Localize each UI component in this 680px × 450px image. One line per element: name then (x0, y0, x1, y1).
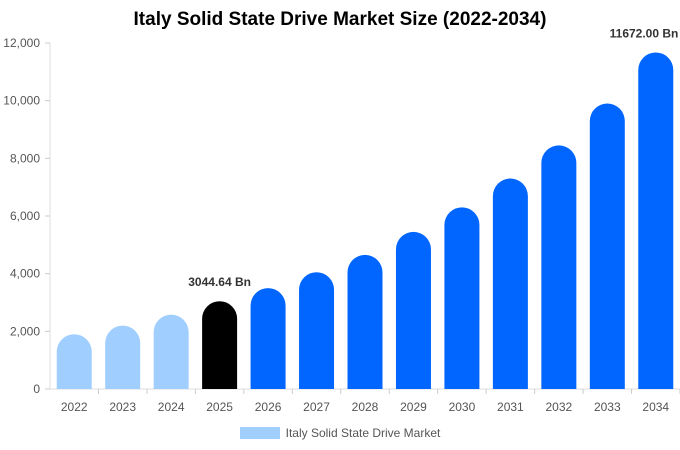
bar-2028 (347, 254, 383, 389)
bar-2023 (105, 325, 141, 389)
x-tick-label: 2028 (352, 400, 379, 414)
bar-2029 (395, 231, 431, 389)
bar-series (56, 52, 674, 390)
y-tick-label: 4,000 (10, 267, 40, 281)
x-tick-label: 2032 (545, 400, 572, 414)
x-tick-label: 2024 (158, 400, 185, 414)
bar-2034 (638, 52, 674, 389)
x-tick-label: 2034 (642, 400, 669, 414)
data-label-2025: 3044.64 Bn (188, 275, 251, 289)
chart-title: Italy Solid State Drive Market Size (202… (133, 9, 547, 30)
legend-label: Italy Solid State Drive Market (285, 426, 441, 440)
bar-chart: 0 2,000 4,000 6,000 8,000 10,000 12,000 2022 202… (3, 26, 680, 414)
data-label-2034: 11672.00 Bn (610, 26, 679, 40)
y-tick-label: 8,000 (10, 151, 40, 165)
y-tick-label: 12,000 (3, 36, 40, 50)
bar-2022 (56, 334, 92, 389)
x-tick-label: 2023 (109, 400, 136, 414)
bar-2024 (153, 314, 189, 389)
x-tick-label: 2027 (303, 400, 330, 414)
legend-swatch (239, 427, 280, 439)
x-tick-label: 2025 (206, 400, 233, 414)
bar-2030 (444, 207, 480, 389)
y-tick-label: 2,000 (10, 324, 40, 338)
y-tick-label: 6,000 (10, 209, 40, 223)
bar-2027 (299, 272, 335, 389)
bar-2033 (589, 103, 625, 390)
x-tick-label: 2031 (497, 400, 524, 414)
chart-axes: 0 2,000 4,000 6,000 8,000 10,000 12,000 2022 202… (3, 36, 680, 414)
bar-2026 (250, 288, 286, 389)
bar-2025 (202, 301, 238, 389)
legend: Italy Solid State Drive Market (0, 426, 680, 440)
y-tick-label: 0 (33, 382, 40, 396)
data-labels: 3044.64 Bn 11672.00 Bn (188, 26, 678, 289)
y-tick-label: 10,000 (3, 94, 40, 108)
bar-2031 (492, 178, 528, 389)
x-tick-label: 2030 (449, 400, 476, 414)
x-tick-label: 2033 (594, 400, 621, 414)
x-tick-label: 2026 (255, 400, 282, 414)
x-tick-label: 2029 (400, 400, 427, 414)
x-tick-label: 2022 (61, 400, 88, 414)
bar-2032 (541, 145, 577, 389)
